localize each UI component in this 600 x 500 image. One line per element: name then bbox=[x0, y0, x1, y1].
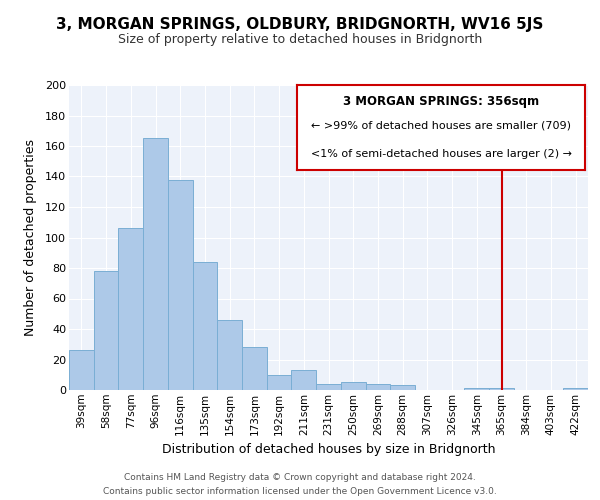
Bar bbox=[365, 384, 390, 390]
Text: Size of property relative to detached houses in Bridgnorth: Size of property relative to detached ho… bbox=[118, 32, 482, 46]
Bar bbox=[292, 370, 316, 390]
Text: Contains public sector information licensed under the Open Government Licence v3: Contains public sector information licen… bbox=[103, 486, 497, 496]
Bar bbox=[94, 271, 118, 390]
Bar bbox=[143, 138, 168, 390]
Bar bbox=[242, 348, 267, 390]
Bar bbox=[316, 384, 341, 390]
Text: Contains HM Land Registry data © Crown copyright and database right 2024.: Contains HM Land Registry data © Crown c… bbox=[124, 473, 476, 482]
Bar bbox=[390, 386, 415, 390]
Y-axis label: Number of detached properties: Number of detached properties bbox=[24, 139, 37, 336]
Bar bbox=[118, 228, 143, 390]
Bar bbox=[193, 262, 217, 390]
Bar bbox=[341, 382, 365, 390]
Bar bbox=[489, 388, 514, 390]
Text: 3, MORGAN SPRINGS, OLDBURY, BRIDGNORTH, WV16 5JS: 3, MORGAN SPRINGS, OLDBURY, BRIDGNORTH, … bbox=[56, 18, 544, 32]
X-axis label: Distribution of detached houses by size in Bridgnorth: Distribution of detached houses by size … bbox=[162, 443, 495, 456]
Bar bbox=[217, 320, 242, 390]
Bar bbox=[69, 350, 94, 390]
Bar bbox=[168, 180, 193, 390]
Bar bbox=[267, 375, 292, 390]
Bar bbox=[563, 388, 588, 390]
Bar bbox=[464, 388, 489, 390]
